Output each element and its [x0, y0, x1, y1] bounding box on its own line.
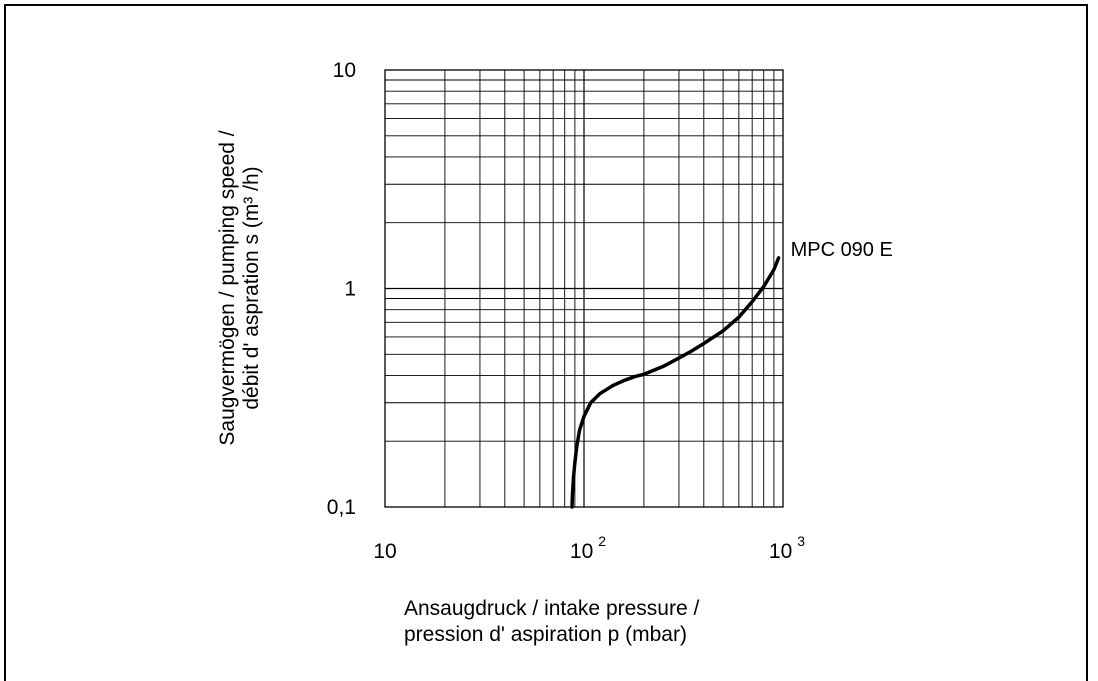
y-axis-label-line-2: débit d' aspration s (m³ /h)	[240, 166, 263, 409]
x-axis-label-line-1: Ansaugdruck / intake pressure /	[404, 597, 699, 620]
plot-area-border	[384, 69, 784, 508]
x-tick-label: 10	[373, 540, 396, 563]
y-tick-label: 0,1	[327, 496, 356, 519]
x-tick-label: 10 3	[769, 533, 805, 563]
series-line-mpc-090-e	[570, 256, 781, 509]
y-axis-label-line-1: Saugvermögen / pumping speed /	[216, 130, 239, 445]
y-tick-label: 1	[344, 278, 356, 301]
grid	[385, 70, 783, 507]
x-axis-label-line-2: pression d' aspiration p (mbar)	[404, 623, 687, 646]
series-label: MPC 090 E	[791, 239, 893, 261]
x-tick-labels: 10 10 2 10 3	[373, 533, 805, 563]
y-tick-label: 10	[333, 59, 356, 82]
x-tick-label: 10 2	[570, 533, 606, 563]
y-axis-label: Saugvermögen / pumping speed / débit d' …	[216, 130, 263, 445]
y-tick-labels: 10 1 0,1	[327, 59, 356, 519]
x-axis-label: Ansaugdruck / intake pressure / pression…	[404, 597, 699, 646]
figure-frame	[4, 4, 1088, 681]
